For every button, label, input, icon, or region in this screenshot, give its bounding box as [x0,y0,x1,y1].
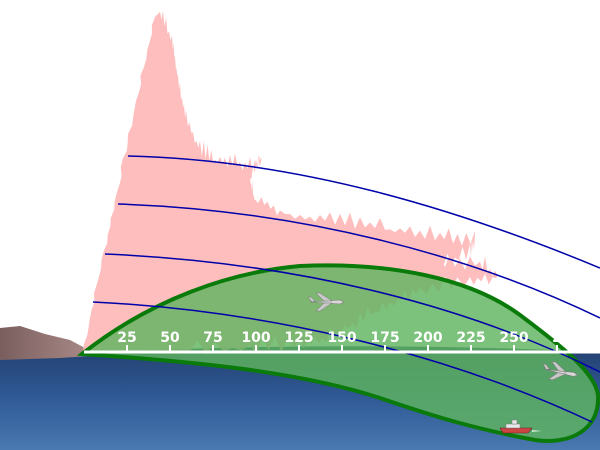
range-line-4 [92,301,593,423]
range-line-1 [127,155,600,269]
scale-tick-label: 250 [499,330,528,346]
range-line-3 [104,253,600,373]
scale-tick-label: 25 [117,330,136,346]
scale-tick-label: 125 [284,330,313,346]
distance-scale: 25 50 75 100 125 150 175 200 225 250 2 [84,330,600,354]
aircraft-icon [307,292,345,312]
scale-tick-label: 200 [413,330,442,346]
scale-tick-label: 150 [327,330,356,346]
scale-tick-label: 100 [241,330,270,346]
scale-tick-label: 225 [456,330,485,346]
aircraft-icon [542,361,579,381]
range-line-2 [117,203,600,319]
scale-tick-label: 175 [370,330,399,346]
ship-icon [499,419,542,434]
land-mass [0,326,90,360]
scale-tick-label: 2 [552,330,562,346]
scale-tick-label: 50 [160,330,180,346]
scale-tick-label: 75 [203,330,222,346]
